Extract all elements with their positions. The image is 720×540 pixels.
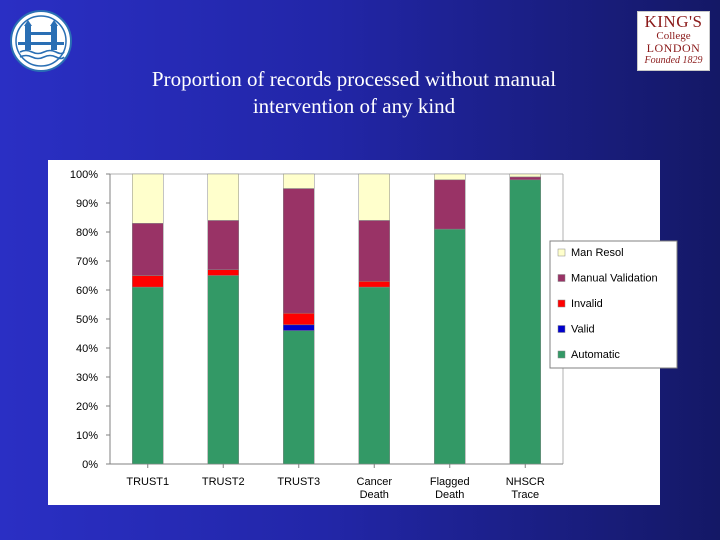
bar-segment-man-resol xyxy=(358,173,390,221)
bar-segment-automatic xyxy=(358,286,390,465)
bar-segment-invalid xyxy=(358,281,390,288)
bar-segment-manual-validation xyxy=(434,179,466,230)
x-tick-label: NHSCR xyxy=(506,476,545,488)
legend-swatch xyxy=(557,350,566,359)
bar-segment-invalid xyxy=(132,275,164,288)
bar-segment-man-resol xyxy=(283,173,315,189)
bar-segment-invalid xyxy=(207,269,239,276)
y-tick-label: 60% xyxy=(76,285,98,297)
y-tick-label: 90% xyxy=(76,198,98,210)
bar-segment-man-resol xyxy=(132,173,164,224)
bar-segment-man-resol xyxy=(509,173,541,178)
legend-swatch xyxy=(557,274,566,282)
bridge-logo-icon xyxy=(10,10,72,72)
legend-box xyxy=(549,240,678,369)
x-tick-label: TRUST1 xyxy=(126,476,169,488)
bar-segment-manual-validation xyxy=(283,188,315,314)
bar-segment-man-resol xyxy=(434,173,466,181)
x-tick-label: Death xyxy=(360,489,389,501)
legend-swatch xyxy=(557,299,566,308)
bar-segment-manual-validation xyxy=(132,223,164,276)
kings-logo-line2: College xyxy=(656,30,691,42)
x-tick-label: Death xyxy=(435,489,464,501)
y-tick-label: 80% xyxy=(76,227,98,239)
legend-swatch xyxy=(557,325,566,333)
bar-segment-manual-validation xyxy=(358,220,390,282)
legend-label: Man Resol xyxy=(571,247,624,259)
bar-segment-valid xyxy=(283,324,315,331)
x-tick-label: TRUST2 xyxy=(202,476,245,488)
y-tick-label: 100% xyxy=(70,169,98,181)
slide-title-line2: intervention of any kind xyxy=(252,94,456,118)
bar-segment-automatic xyxy=(283,330,315,465)
kings-logo-line4: Founded 1829 xyxy=(644,55,703,66)
y-tick-label: 50% xyxy=(76,314,98,326)
x-tick-label: TRUST3 xyxy=(277,476,320,488)
bar-segment-automatic xyxy=(509,179,541,465)
x-tick-label: Trace xyxy=(511,489,539,501)
kings-logo-line1: KING'S xyxy=(644,12,703,31)
y-tick-label: 10% xyxy=(76,430,98,442)
bar-segment-invalid xyxy=(283,312,315,326)
legend-swatch xyxy=(557,248,566,257)
slide-title-line1: Proportion of records processed without … xyxy=(151,67,557,91)
kings-logo-line3: LONDON xyxy=(646,41,701,55)
y-tick-label: 30% xyxy=(76,372,98,384)
y-tick-label: 70% xyxy=(76,256,98,268)
y-tick-label: 20% xyxy=(76,401,98,413)
slide-title: Proportion of records processed without … xyxy=(60,66,648,120)
y-tick-label: 40% xyxy=(76,343,98,355)
bar-segment-man-resol xyxy=(207,173,239,221)
bar-segment-manual-validation xyxy=(207,220,239,270)
legend-label: Automatic xyxy=(571,349,620,361)
bar-segment-automatic xyxy=(434,228,466,465)
bar-segment-automatic xyxy=(207,275,239,465)
legend-label: Valid xyxy=(571,324,595,336)
kings-college-logo: KING'S College LONDON Founded 1829 xyxy=(637,11,710,71)
x-tick-label: Cancer xyxy=(357,476,393,488)
bar-segment-manual-validation xyxy=(509,176,541,181)
legend-label: Manual Validation xyxy=(571,273,658,285)
bar-segment-automatic xyxy=(132,286,164,465)
y-tick-label: 0% xyxy=(82,459,98,471)
legend-label: Invalid xyxy=(571,298,603,310)
x-tick-label: Flagged xyxy=(430,476,470,488)
